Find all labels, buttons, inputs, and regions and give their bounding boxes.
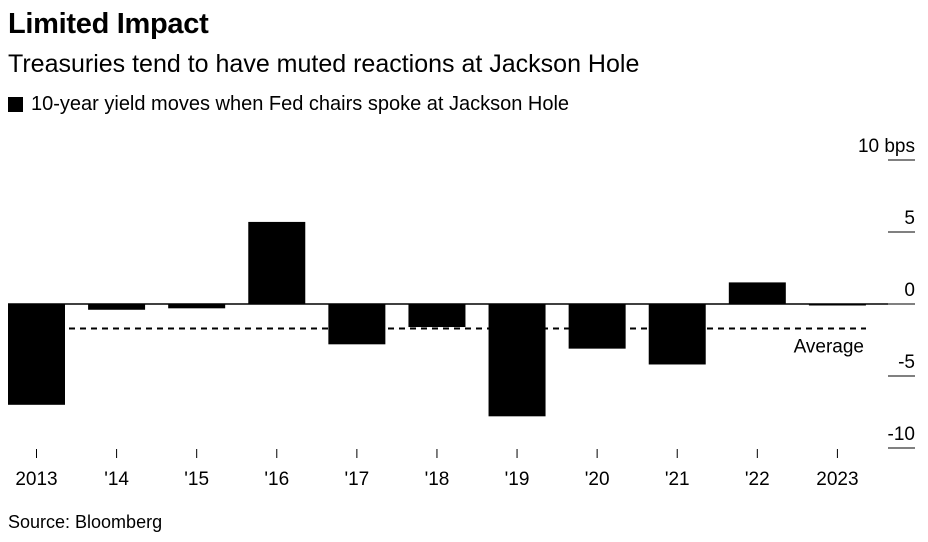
x-tick-label: '19 (505, 469, 530, 490)
bar (728, 282, 786, 304)
legend-swatch (8, 97, 23, 112)
y-tick-label: 5 (904, 208, 915, 229)
bar (648, 304, 706, 365)
chart-subtitle: Treasuries tend to have muted reactions … (8, 50, 640, 78)
legend: 10-year yield moves when Fed chairs spok… (8, 93, 569, 116)
x-tick-label: 2013 (15, 469, 57, 490)
y-tick-label: 10 bps (858, 136, 915, 157)
bar (488, 304, 546, 417)
source-note: Source: Bloomberg (8, 512, 163, 532)
x-tick-label: '20 (585, 469, 610, 490)
bar (168, 304, 226, 309)
y-tick-label: -5 (898, 352, 915, 373)
x-tick-label: 2023 (816, 469, 858, 490)
average-label: Average (794, 336, 864, 357)
x-tick-label: '21 (665, 469, 690, 490)
y-tick-label: 0 (904, 280, 915, 301)
bar (568, 304, 626, 349)
bar (8, 304, 65, 405)
y-tick-label: -10 (888, 424, 915, 445)
legend-label: 10-year yield moves when Fed chairs spok… (31, 93, 570, 115)
x-tick-label: '22 (745, 469, 770, 490)
bar (88, 304, 146, 310)
x-tick-label: '17 (344, 469, 369, 490)
bar (408, 304, 466, 328)
x-tick-label: '16 (264, 469, 289, 490)
bar (248, 221, 306, 304)
chart-title: Limited Impact (8, 8, 209, 40)
x-tick-label: '15 (184, 469, 209, 490)
x-tick-label: '14 (104, 469, 129, 490)
bar (328, 304, 386, 345)
x-tick-label: '18 (425, 469, 450, 490)
